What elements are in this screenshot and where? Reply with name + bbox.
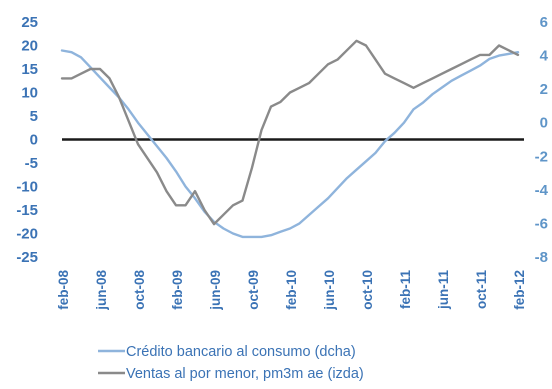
x-tick-label: jun-09: [208, 270, 223, 311]
y-left-tick-label: 0: [30, 132, 38, 149]
x-tick-label: feb-12: [512, 270, 527, 310]
x-tick-label: feb-11: [398, 270, 413, 310]
y-left-tick-label: -10: [16, 179, 38, 196]
x-tick-label: oct-09: [246, 270, 261, 310]
y-right-tick-label: -6: [535, 215, 548, 232]
x-tick-label: jun-10: [322, 270, 337, 311]
y-right-tick-label: -8: [535, 249, 548, 266]
y-right-tick-label: 6: [540, 14, 548, 31]
y-left-tick-label: 10: [21, 85, 38, 102]
x-tick-label: oct-10: [360, 270, 375, 310]
y-left-tick-label: -25: [16, 249, 38, 266]
y-left-tick-label: 5: [30, 108, 38, 125]
y-left-tick-label: -20: [16, 226, 38, 243]
legend-label-2: Ventas al por menor, pm3m ae (izda): [126, 366, 364, 382]
y-right-tick-label: -2: [535, 148, 548, 165]
y-right-tick-label: 2: [540, 81, 548, 98]
x-tick-label: feb-10: [284, 270, 299, 310]
x-tick-label: feb-09: [170, 270, 185, 310]
x-tick-label: jun-11: [436, 270, 451, 311]
y-left-tick-label: 20: [21, 38, 38, 55]
y-right-tick-label: 4: [540, 48, 549, 65]
x-tick-label: oct-11: [474, 270, 489, 310]
x-tick-label: oct-08: [132, 270, 147, 310]
y-left-tick-label: 15: [21, 61, 38, 78]
y-left-tick-label: -5: [25, 155, 38, 172]
y-right-tick-label: -4: [535, 182, 549, 199]
legend-label-1: Crédito bancario al consumo (dcha): [126, 344, 356, 360]
y-left-tick-label: -15: [16, 202, 38, 219]
y-left-tick-label: 25: [21, 14, 38, 31]
series-line-2: [60, 39, 520, 226]
x-tick-label: feb-08: [56, 270, 71, 310]
y-right-tick-label: 0: [540, 115, 548, 132]
series-line-1: [60, 49, 520, 239]
x-tick-label: jun-08: [94, 270, 109, 311]
